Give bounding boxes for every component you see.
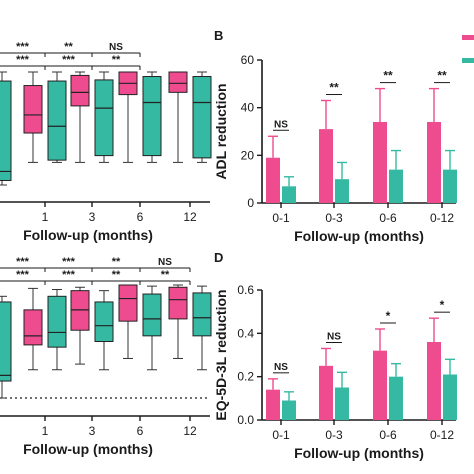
box bbox=[47, 80, 67, 161]
x-tick-label: 6 bbox=[137, 210, 144, 224]
significance-label: * bbox=[386, 309, 391, 323]
y-tick-label: 0.4 bbox=[237, 326, 254, 340]
bar bbox=[266, 157, 280, 203]
significance-label: *** bbox=[16, 269, 30, 281]
x-tick-label: 0-1 bbox=[272, 211, 290, 225]
bar bbox=[427, 121, 441, 203]
legend-swatch bbox=[462, 58, 474, 63]
significance-label: *** bbox=[16, 41, 30, 53]
x-tick-label: 1 bbox=[42, 424, 49, 438]
x-tick-label: 3 bbox=[89, 424, 96, 438]
bar bbox=[389, 169, 403, 203]
bar bbox=[373, 350, 387, 420]
y-tick-label: 40 bbox=[241, 101, 255, 115]
significance-label: NS bbox=[274, 362, 288, 373]
box bbox=[142, 293, 162, 337]
y-tick-label: 20 bbox=[241, 148, 255, 162]
box bbox=[94, 301, 114, 343]
x-tick-label: 0-6 bbox=[379, 211, 397, 225]
box bbox=[0, 80, 12, 181]
legend-swatch bbox=[462, 35, 474, 40]
significance-label: ** bbox=[161, 269, 170, 281]
x-axis-label: Follow-up (months) bbox=[294, 445, 424, 461]
x-tick-label: 12 bbox=[183, 424, 197, 438]
x-tick-label: 0-3 bbox=[325, 211, 343, 225]
bar bbox=[427, 342, 441, 420]
bar bbox=[443, 374, 457, 420]
y-tick-label: 0 bbox=[247, 196, 254, 210]
y-tick-label: 0.0 bbox=[237, 413, 254, 427]
significance-label: ** bbox=[383, 69, 393, 83]
x-axis-label: Follow-up (months) bbox=[23, 441, 153, 457]
box bbox=[168, 71, 188, 93]
box bbox=[118, 284, 138, 322]
y-tick-label: 0.2 bbox=[237, 370, 254, 384]
significance-label: *** bbox=[16, 256, 30, 268]
significance-label: ** bbox=[329, 81, 339, 95]
box bbox=[168, 286, 188, 320]
significance-label: NS bbox=[158, 257, 172, 268]
x-tick-label: 3 bbox=[89, 210, 96, 224]
significance-label: ** bbox=[64, 41, 73, 53]
significance-label: * bbox=[440, 298, 445, 312]
y-axis-label: EQ-5D-3L reduction bbox=[213, 289, 229, 420]
significance-label: *** bbox=[62, 54, 76, 66]
significance-label: NS bbox=[109, 42, 123, 53]
panel-letter: D bbox=[214, 250, 223, 265]
bar bbox=[282, 400, 296, 420]
panel-letter: B bbox=[214, 28, 223, 43]
x-axis-label: Follow-up (months) bbox=[294, 228, 424, 244]
box bbox=[23, 85, 43, 134]
bar bbox=[443, 169, 457, 203]
x-tick-label: 0-1 bbox=[272, 428, 290, 442]
box bbox=[142, 76, 162, 157]
box bbox=[192, 76, 212, 159]
x-tick-label: 12 bbox=[183, 210, 197, 224]
box bbox=[192, 292, 212, 337]
x-tick-label: 0-3 bbox=[325, 428, 343, 442]
x-tick-label: 0-12 bbox=[430, 428, 454, 442]
x-tick-label: 1 bbox=[42, 210, 49, 224]
bar bbox=[373, 121, 387, 203]
y-axis-label: ADL reduction bbox=[213, 83, 229, 179]
x-tick-label: 6 bbox=[137, 424, 144, 438]
box bbox=[0, 301, 12, 382]
significance-label: NS bbox=[274, 119, 288, 130]
significance-label: *** bbox=[62, 269, 76, 281]
box bbox=[23, 309, 43, 346]
significance-label: ** bbox=[112, 256, 121, 268]
y-tick-label: 60 bbox=[241, 53, 255, 67]
significance-label: ** bbox=[112, 269, 121, 281]
box bbox=[70, 74, 90, 107]
significance-label: *** bbox=[16, 54, 30, 66]
box bbox=[94, 79, 114, 157]
significance-label: NS bbox=[327, 332, 341, 343]
x-tick-label: 0-12 bbox=[430, 211, 454, 225]
significance-label: ** bbox=[437, 69, 447, 83]
significance-label: *** bbox=[62, 256, 76, 268]
bar bbox=[389, 376, 403, 420]
bar bbox=[266, 389, 280, 420]
y-tick-label: 0.6 bbox=[237, 283, 254, 297]
bar bbox=[319, 365, 333, 420]
bar bbox=[335, 179, 349, 203]
bar bbox=[319, 129, 333, 203]
box bbox=[47, 295, 67, 348]
bar bbox=[282, 186, 296, 203]
x-tick-label: 0-6 bbox=[379, 428, 397, 442]
x-axis-label: Follow-up (months) bbox=[23, 227, 153, 243]
bar bbox=[335, 387, 349, 420]
significance-label: ** bbox=[112, 54, 121, 66]
